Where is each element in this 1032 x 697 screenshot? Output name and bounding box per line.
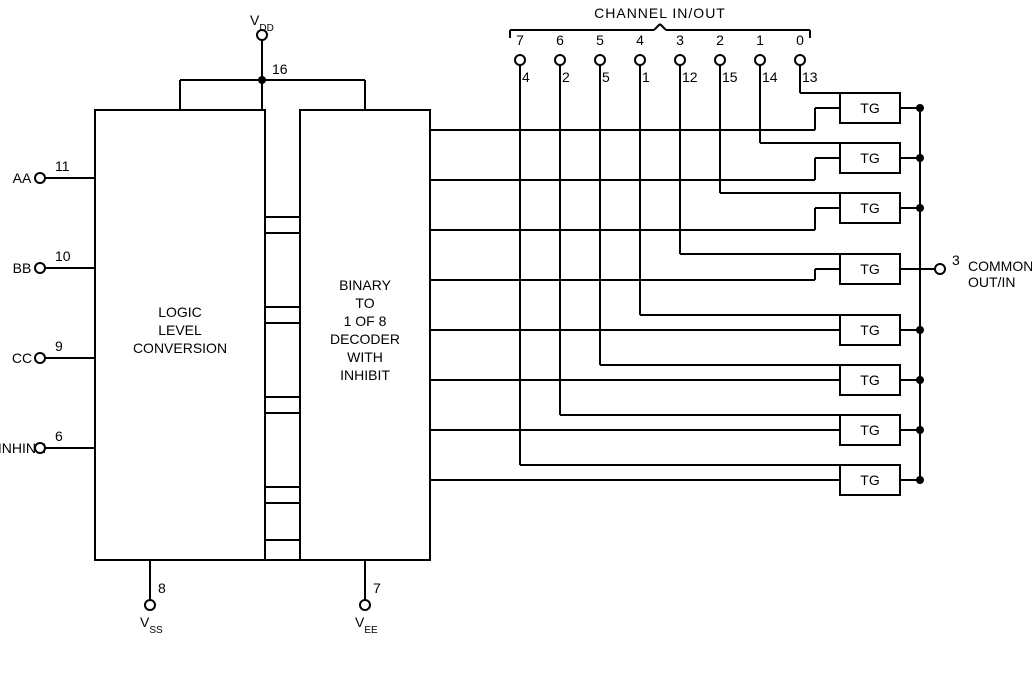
svg-text:INHIBIT: INHIBIT — [340, 367, 390, 383]
svg-text:0: 0 — [796, 32, 804, 48]
svg-text:LOGIC: LOGIC — [158, 304, 202, 320]
svg-text:1 OF 8: 1 OF 8 — [344, 313, 387, 329]
svg-text:A: A — [22, 170, 32, 186]
svg-text:TO: TO — [355, 295, 374, 311]
svg-text:TG: TG — [860, 372, 879, 388]
svg-text:1: 1 — [642, 69, 650, 85]
svg-text:7: 7 — [373, 580, 381, 596]
svg-text:A: A — [13, 170, 23, 186]
svg-text:3: 3 — [676, 32, 684, 48]
svg-text:14: 14 — [762, 69, 778, 85]
svg-text:13: 13 — [802, 69, 818, 85]
svg-text:VEE: VEE — [355, 614, 378, 636]
svg-text:BINARY: BINARY — [339, 277, 392, 293]
svg-text:TG: TG — [860, 200, 879, 216]
svg-text:TG: TG — [860, 472, 879, 488]
svg-text:4: 4 — [522, 69, 530, 85]
circuit-diagram: VDD16LOGICLEVELCONVERSIONBINARYTO1 OF 8D… — [0, 0, 1032, 697]
svg-text:3: 3 — [952, 252, 960, 268]
svg-text:9: 9 — [55, 338, 63, 354]
svg-text:TG: TG — [860, 322, 879, 338]
svg-text:11: 11 — [55, 158, 70, 174]
svg-text:5: 5 — [596, 32, 604, 48]
svg-text:6: 6 — [55, 428, 63, 444]
svg-text:7: 7 — [516, 32, 524, 48]
svg-text:4: 4 — [636, 32, 644, 48]
svg-text:TG: TG — [860, 150, 879, 166]
svg-text:2: 2 — [562, 69, 570, 85]
svg-text:1: 1 — [756, 32, 764, 48]
svg-text:OUT/IN: OUT/IN — [968, 274, 1015, 290]
svg-text:COMMON: COMMON — [968, 258, 1032, 274]
svg-text:2: 2 — [716, 32, 724, 48]
svg-text:CHANNEL IN/OUT: CHANNEL IN/OUT — [594, 5, 726, 21]
svg-text:16: 16 — [272, 61, 288, 77]
svg-text:TG: TG — [860, 100, 879, 116]
svg-text:C: C — [22, 350, 32, 366]
svg-text:WITH: WITH — [347, 349, 383, 365]
svg-text:8: 8 — [158, 580, 166, 596]
svg-text:TG: TG — [860, 261, 879, 277]
svg-text:6: 6 — [556, 32, 564, 48]
svg-text:B: B — [13, 260, 22, 276]
svg-text:12: 12 — [682, 69, 698, 85]
svg-text:INH: INH — [0, 440, 22, 456]
svg-text:DECODER: DECODER — [330, 331, 400, 347]
svg-text:B: B — [22, 260, 31, 276]
svg-text:5: 5 — [602, 69, 610, 85]
svg-text:LEVEL: LEVEL — [158, 322, 202, 338]
svg-text:10: 10 — [55, 248, 71, 264]
svg-text:C: C — [12, 350, 22, 366]
svg-text:15: 15 — [722, 69, 738, 85]
svg-text:TG: TG — [860, 422, 879, 438]
svg-text:VSS: VSS — [140, 614, 163, 636]
svg-text:CONVERSION: CONVERSION — [133, 340, 227, 356]
